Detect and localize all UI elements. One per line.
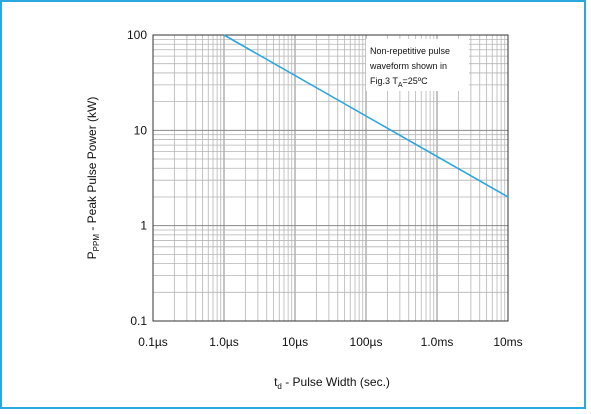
x-tick-labels: 0.1µs 1.0µs 10µs 100µs 1.0ms 10ms xyxy=(138,335,522,349)
y-axis-label: PPPM - Peak Pulse Power (kW) xyxy=(85,97,101,260)
x-tick-label: 1.0ms xyxy=(421,335,454,349)
y-tick-label: 100 xyxy=(127,28,147,42)
series-line xyxy=(223,34,509,198)
y-tick-labels: 100 10 1 0.1 xyxy=(127,28,147,328)
annotation: Non-repetitive pulse waveform shown in F… xyxy=(366,39,469,91)
x-tick-label: 100µs xyxy=(350,335,383,349)
y-tick-label: 10 xyxy=(134,123,148,137)
x-tick-label: 1.0µs xyxy=(209,335,239,349)
y-tick-label: 0.1 xyxy=(130,314,147,328)
plot-border xyxy=(152,34,509,322)
annotation-line-1: Non-repetitive pulse xyxy=(370,46,450,56)
x-tick-label: 10ms xyxy=(493,335,522,349)
chart-frame xyxy=(0,0,586,409)
annotation-box xyxy=(366,39,469,91)
x-tick-label: 10µs xyxy=(282,335,308,349)
x-axis-label: td - Pulse Width (sec.) xyxy=(274,375,390,391)
annotation-line-3: Fig.3 TA=25ºC xyxy=(370,76,428,89)
y-tick-label: 1 xyxy=(140,219,147,233)
series-layer xyxy=(223,34,509,198)
annotation-line-2: waveform shown in xyxy=(369,61,447,71)
x-tick-label: 0.1µs xyxy=(138,335,168,349)
